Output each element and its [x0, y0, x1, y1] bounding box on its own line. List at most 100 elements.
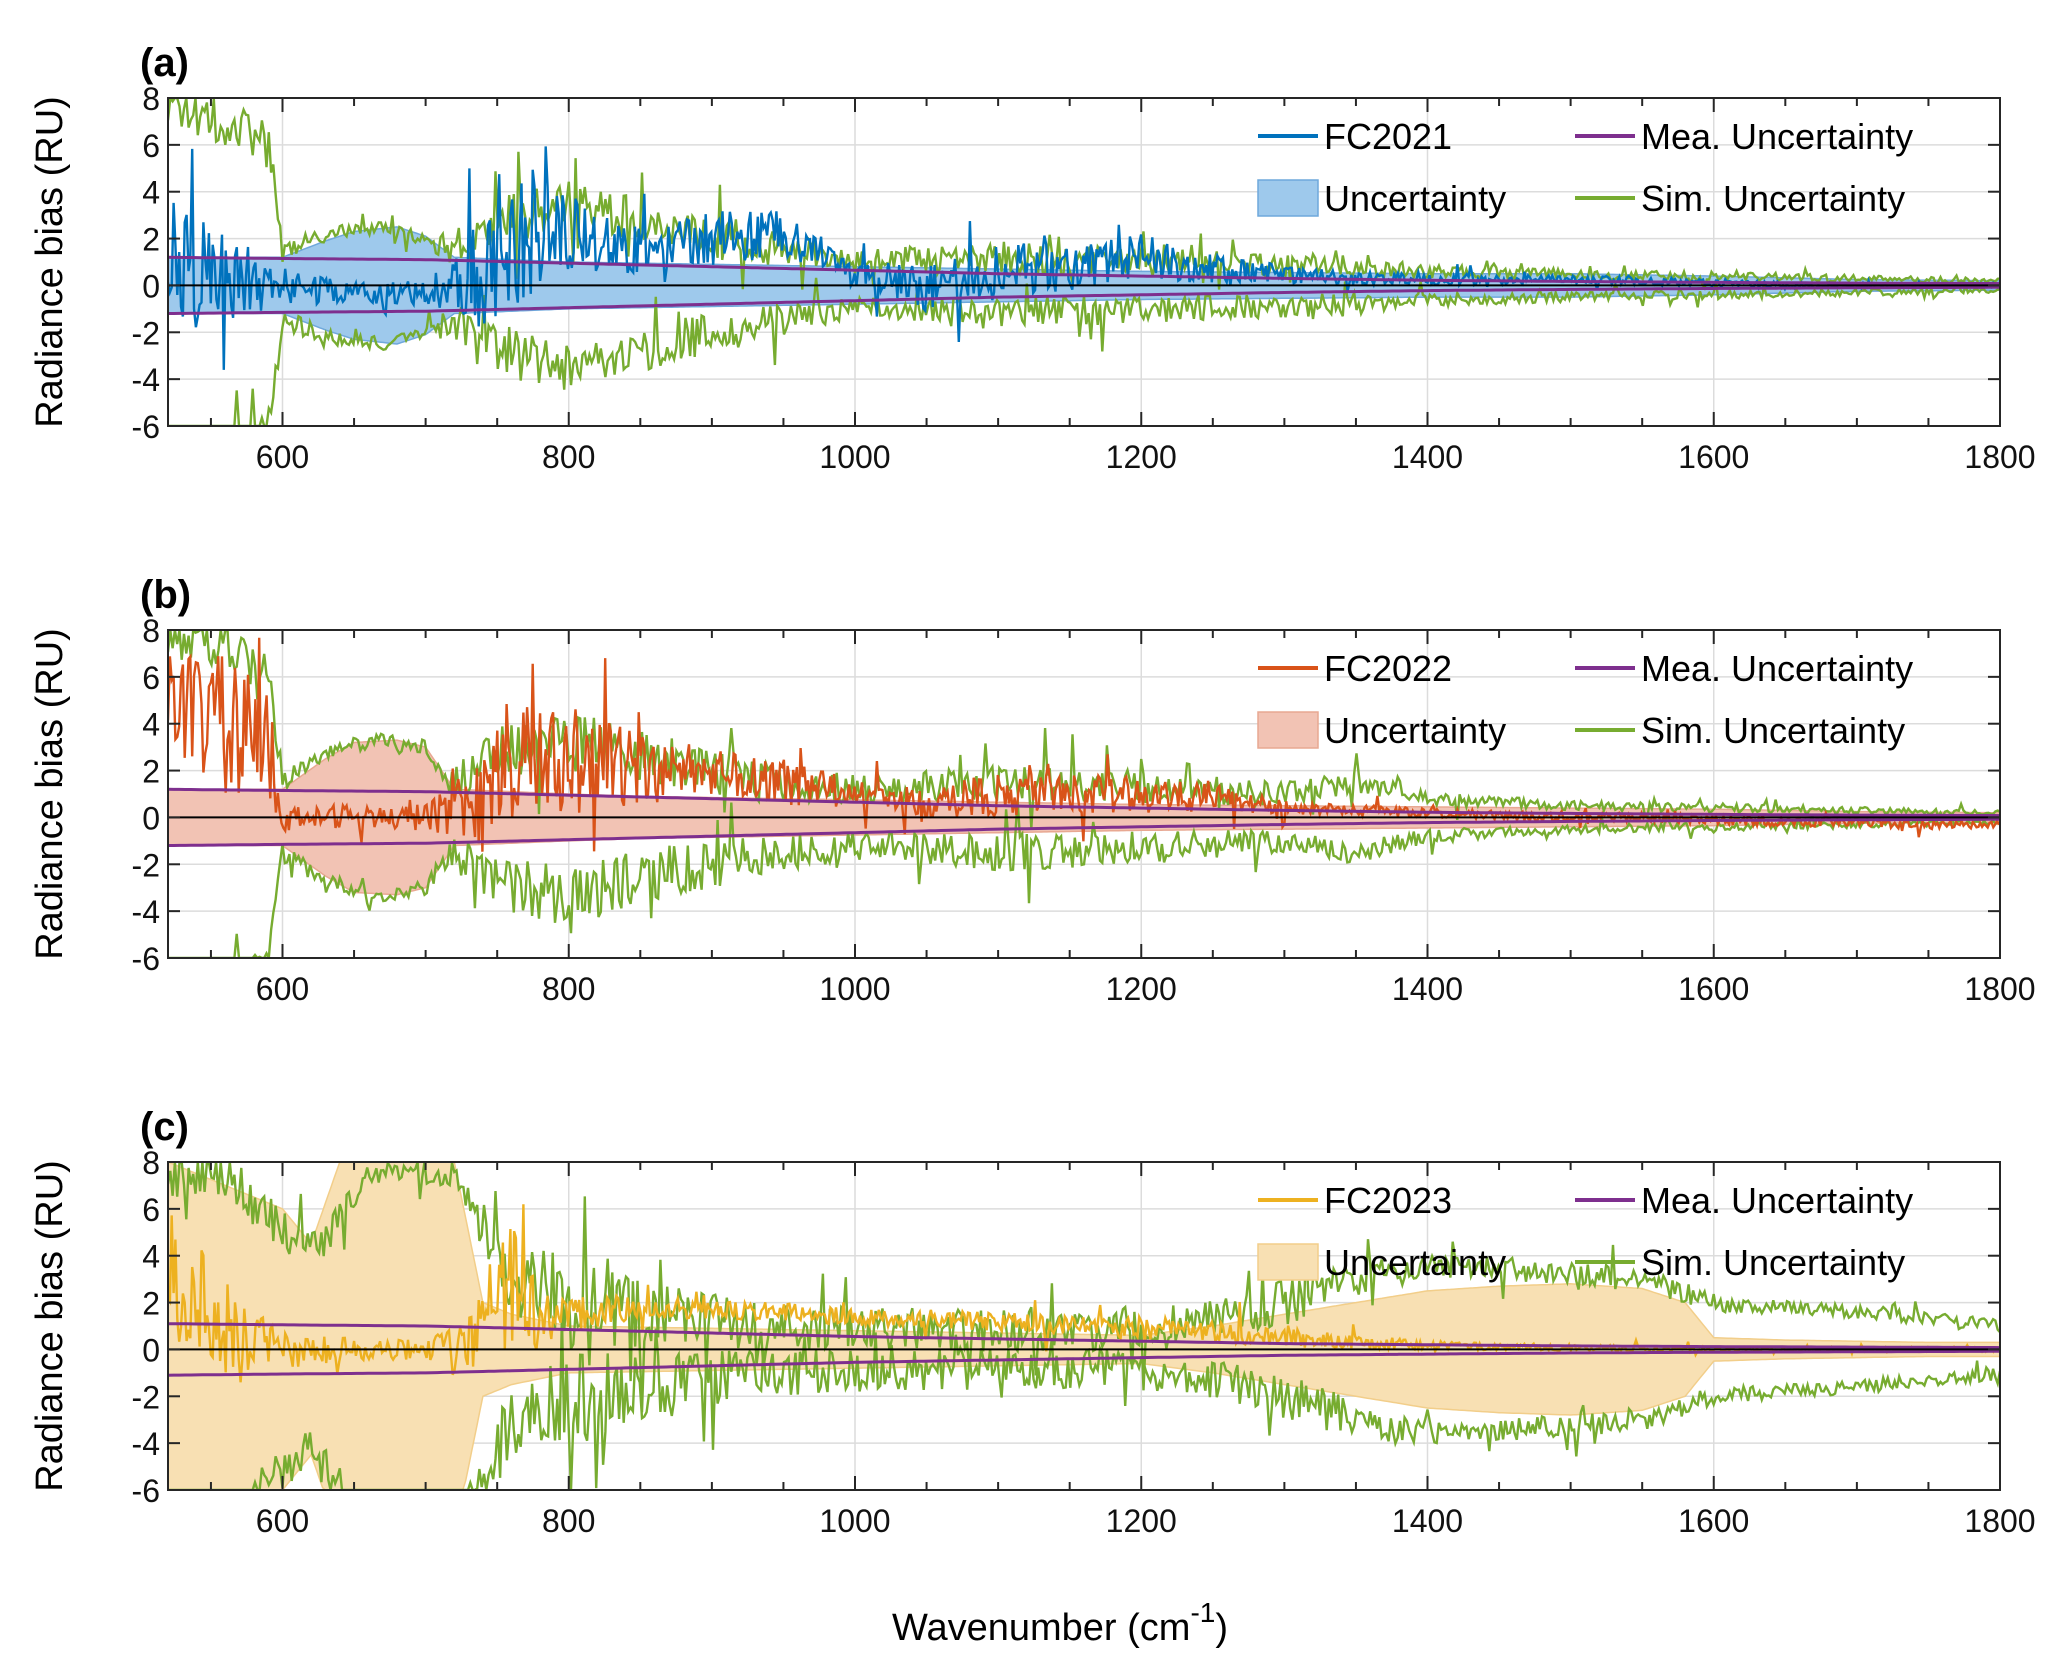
plot-area: [168, 1162, 2000, 1490]
y-tick-label: 4: [142, 707, 160, 743]
y-tick-label: -6: [132, 1473, 160, 1509]
panel-label: (b): [140, 573, 191, 617]
ticks: 600 800 1000 1200 1400 1600 1800 -6 -4 -2 0 2 4 6 8: [132, 81, 2036, 475]
y-tick-label: 0: [142, 1332, 160, 1368]
ticks: 600 800 1000 1200 1400 1600 1800 -6 -4 -2 0 2 4 6 8: [132, 1145, 2036, 1539]
x-tick-label: 1200: [1106, 439, 1177, 475]
y-tick-label: 8: [142, 1145, 160, 1181]
x-axis-title: Wavenumber (cm-1): [892, 1597, 1228, 1649]
legend-item: Mea. Uncertainty: [1575, 1180, 1913, 1221]
x-tick-label: 1400: [1392, 1503, 1463, 1539]
legend-swatch: [1257, 179, 1319, 217]
legend-swatch: [1257, 711, 1319, 749]
legend: FC2023 Uncertainty Mea. Uncertainty Sim. Un…: [1257, 1180, 1913, 1283]
bias-line: [168, 1204, 2000, 1383]
legend-label: Mea. Uncertainty: [1641, 648, 1913, 689]
x-tick-label: 600: [256, 971, 309, 1007]
legend-label: Sim. Uncertainty: [1641, 710, 1905, 751]
legend-item: FC2022: [1258, 648, 1452, 689]
mea-uncertainty-upper-line: [168, 1322, 2000, 1350]
x-tick-label: 800: [542, 971, 595, 1007]
y-tick-label: -4: [132, 1426, 160, 1462]
legend-label: Uncertainty: [1324, 1242, 1506, 1283]
y-tick-label: -4: [132, 362, 160, 398]
sim-uncertainty-lower-line: [168, 1313, 2000, 1490]
mea-uncertainty-lower-line: [168, 817, 2000, 847]
legend-item: Uncertainty: [1257, 1242, 1506, 1283]
y-tick-label: 2: [142, 754, 160, 790]
y-tick-label: -6: [132, 941, 160, 977]
legend: FC2021 Uncertainty Mea. Uncertainty Sim. Un…: [1257, 116, 1913, 219]
y-tick-label: 6: [142, 128, 160, 164]
legend-item: FC2021: [1258, 116, 1452, 157]
legend-item: Sim. Uncertainty: [1575, 710, 1905, 751]
panel-a: 600 800 1000 1200 1400 1600 1800 -6 -4 -2 0 2 4 6 8(a)…: [29, 41, 2036, 475]
legend-label: Uncertainty: [1324, 710, 1506, 751]
axes-box: [167, 629, 2001, 959]
sim-uncertainty-lower-line: [168, 799, 2000, 958]
x-tick-label: 1600: [1678, 1503, 1749, 1539]
y-tick-label: 4: [142, 175, 160, 211]
y-tick-label: 8: [142, 613, 160, 649]
panel-c: 600 800 1000 1200 1400 1600 1800 -6 -4 -2 0 2 4 6 8(c)…: [29, 1105, 2036, 1539]
y-tick-label: 4: [142, 1239, 160, 1275]
bias-line: [168, 637, 2000, 852]
legend-label: Sim. Uncertainty: [1641, 1242, 1905, 1283]
y-tick-label: -2: [132, 1379, 160, 1415]
y-tick-label: -6: [132, 409, 160, 445]
y-axis-title: Radiance bias (RU): [29, 96, 71, 428]
x-tick-label: 600: [256, 439, 309, 475]
x-tick-label: 1200: [1106, 971, 1177, 1007]
panel-b: 600 800 1000 1200 1400 1600 1800 -6 -4 -2 0 2 4 6 8(b)…: [29, 573, 2036, 1007]
x-tick-label: 1200: [1106, 1503, 1177, 1539]
legend-label: FC2022: [1324, 648, 1452, 689]
legend-item: FC2023: [1258, 1180, 1452, 1221]
x-tick-label: 800: [542, 1503, 595, 1539]
y-tick-label: -2: [132, 847, 160, 883]
y-tick-label: 6: [142, 1192, 160, 1228]
panel-label: (c): [140, 1105, 189, 1149]
legend-label: Uncertainty: [1324, 178, 1506, 219]
x-tick-label: 1600: [1678, 971, 1749, 1007]
x-tick-label: 1800: [1964, 971, 2035, 1007]
legend-label: Sim. Uncertainty: [1641, 178, 1905, 219]
x-tick-label: 800: [542, 439, 595, 475]
x-tick-label: 600: [256, 1503, 309, 1539]
x-tick-label: 1600: [1678, 439, 1749, 475]
legend-swatch: [1257, 1243, 1319, 1281]
y-tick-label: 6: [142, 660, 160, 696]
legend-item: Uncertainty: [1257, 178, 1506, 219]
legend-item: Mea. Uncertainty: [1575, 116, 1913, 157]
y-tick-label: 2: [142, 222, 160, 258]
legend-item: Sim. Uncertainty: [1575, 1242, 1905, 1283]
x-tick-label: 1400: [1392, 439, 1463, 475]
ticks: 600 800 1000 1200 1400 1600 1800 -6 -4 -2 0 2 4 6 8: [132, 613, 2036, 1007]
legend: FC2022 Uncertainty Mea. Uncertainty Sim. Un…: [1257, 648, 1913, 751]
y-tick-label: 8: [142, 81, 160, 117]
legend-item: Mea. Uncertainty: [1575, 648, 1913, 689]
mea-uncertainty-lower-line: [168, 285, 2000, 315]
legend-item: Uncertainty: [1257, 710, 1506, 751]
x-tick-label: 1000: [819, 439, 890, 475]
axes-box: [167, 97, 2001, 427]
x-tick-label: 1800: [1964, 439, 2035, 475]
panel-label: (a): [140, 41, 189, 85]
legend-label: Mea. Uncertainty: [1641, 116, 1913, 157]
x-tick-label: 1400: [1392, 971, 1463, 1007]
y-tick-label: -4: [132, 894, 160, 930]
x-tick-label: 1800: [1964, 1503, 2035, 1539]
legend-label: FC2023: [1324, 1180, 1452, 1221]
legend-label: Mea. Uncertainty: [1641, 1180, 1913, 1221]
legend-item: Sim. Uncertainty: [1575, 178, 1905, 219]
y-tick-label: 2: [142, 1286, 160, 1322]
y-tick-label: 0: [142, 268, 160, 304]
mea-uncertainty-upper-line: [168, 255, 2000, 286]
y-tick-label: 0: [142, 800, 160, 836]
y-tick-label: -2: [132, 315, 160, 351]
y-axis-title: Radiance bias (RU): [29, 628, 71, 960]
x-tick-label: 1000: [819, 971, 890, 1007]
mea-uncertainty-lower-line: [168, 1349, 2000, 1377]
y-axis-title: Radiance bias (RU): [29, 1160, 71, 1492]
axes-box: [167, 1161, 2001, 1491]
